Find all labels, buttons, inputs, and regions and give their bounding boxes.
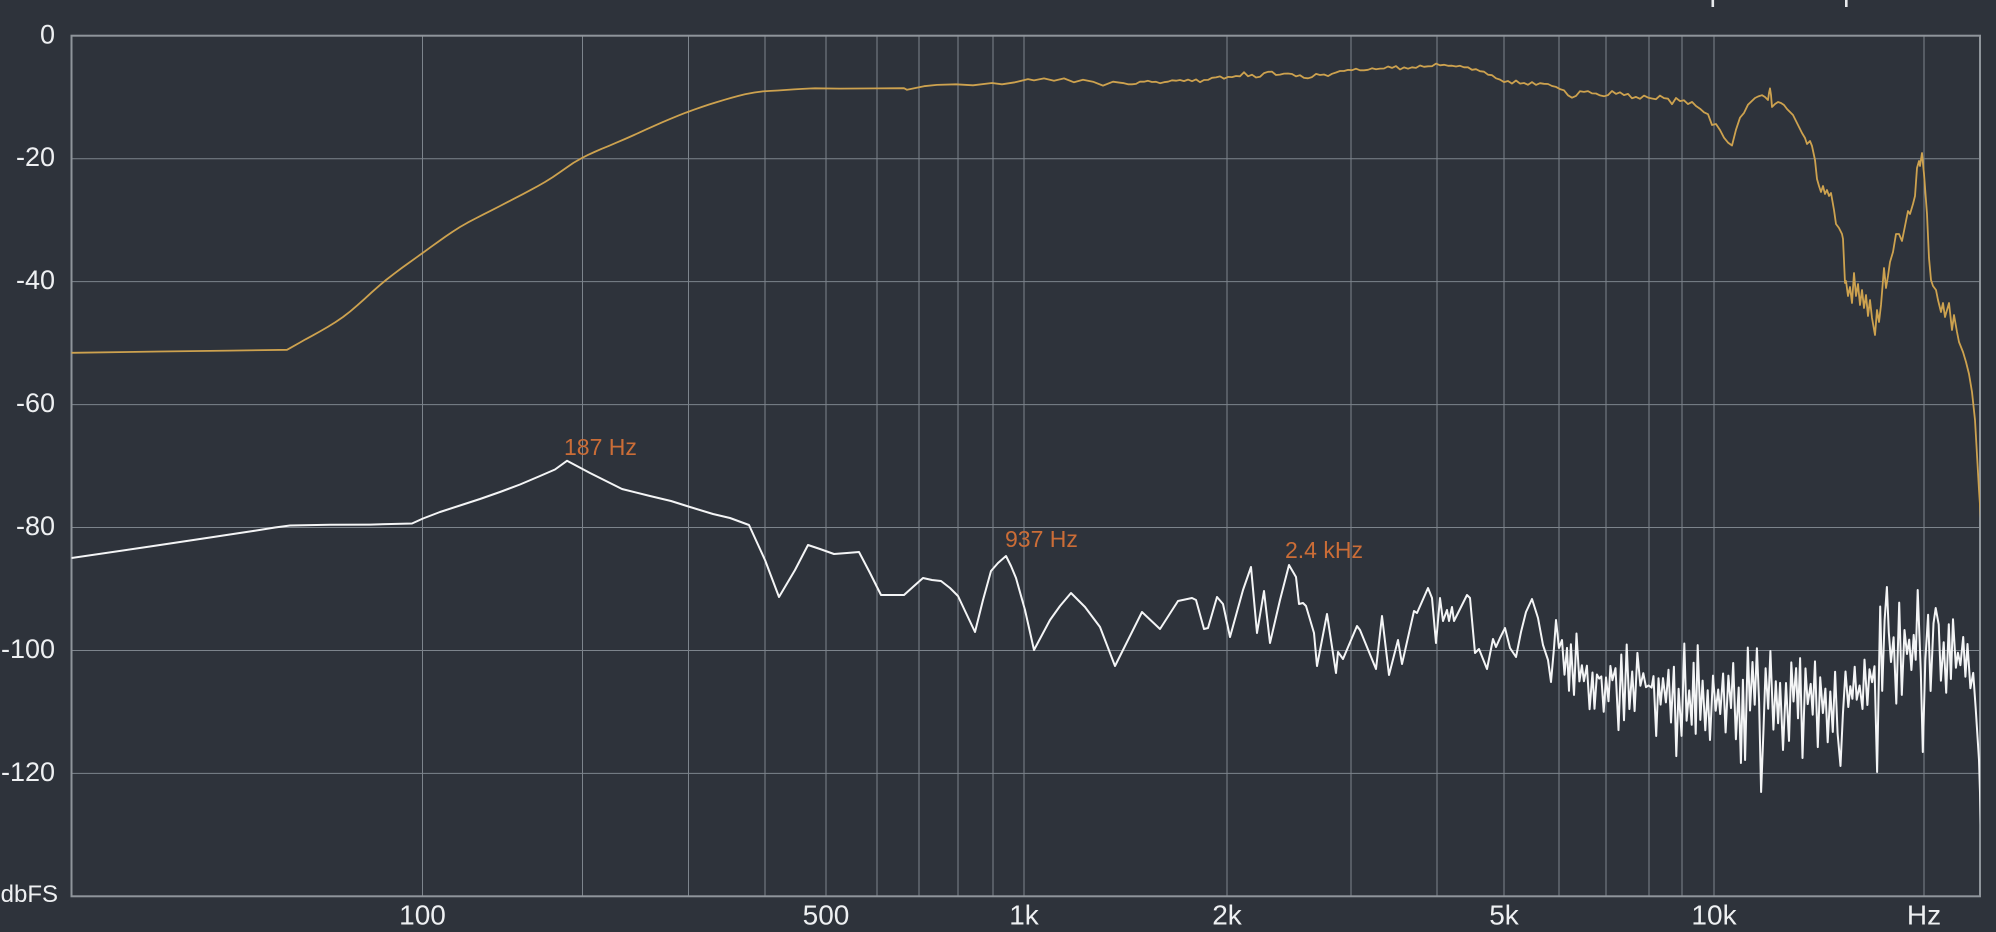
svg-text:-60: -60 [16, 388, 55, 418]
svg-text:5k: 5k [1489, 900, 1520, 931]
svg-text:2.4 kHz: 2.4 kHz [1285, 537, 1363, 563]
svg-text:0: 0 [40, 20, 55, 50]
svg-text:500: 500 [803, 900, 850, 931]
svg-text:dbFS: dbFS [1, 881, 58, 908]
svg-text:Hz: Hz [1907, 900, 1941, 931]
svg-text:-100: -100 [1, 634, 55, 664]
svg-text:2k: 2k [1212, 900, 1243, 931]
svg-text:-20: -20 [16, 142, 55, 172]
svg-text:937 Hz: 937 Hz [1005, 526, 1078, 552]
svg-text:1k: 1k [1009, 900, 1040, 931]
svg-text:-80: -80 [16, 511, 55, 541]
svg-text:10k: 10k [1691, 900, 1737, 931]
svg-text:-120: -120 [1, 757, 55, 787]
svg-text:187 Hz: 187 Hz [564, 434, 637, 460]
svg-text:-40: -40 [16, 265, 55, 295]
svg-text:100: 100 [399, 900, 446, 931]
